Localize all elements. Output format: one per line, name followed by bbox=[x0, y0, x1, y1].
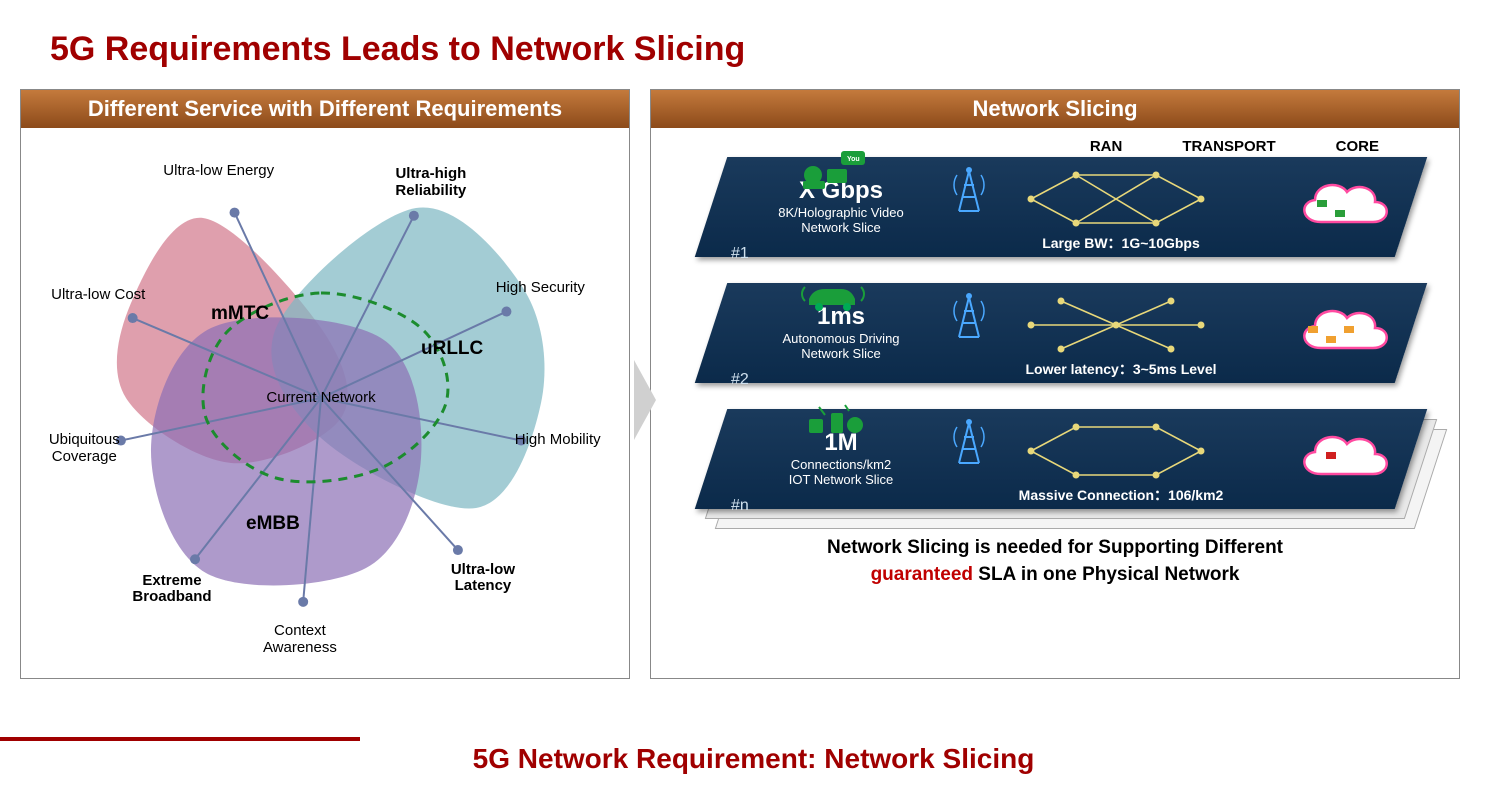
axis-label: Ultra-low Cost bbox=[38, 287, 158, 304]
slice-caption: Lower latency：3~5ms Level bbox=[951, 359, 1291, 379]
bottom-title: 5G Network Requirement: Network Slicing bbox=[0, 743, 1507, 775]
arrow-icon bbox=[634, 360, 656, 440]
axis-label: ContextAwareness bbox=[240, 623, 360, 656]
right-panel-header: Network Slicing bbox=[651, 90, 1459, 128]
col-ran: RAN bbox=[1090, 138, 1123, 155]
transport-topology-icon bbox=[1021, 167, 1211, 236]
axis-label: ExtremeBroadband bbox=[112, 573, 232, 606]
ran-tower-icon bbox=[951, 289, 987, 344]
core-cloud-icon bbox=[1291, 424, 1401, 494]
iot-apps-icon bbox=[801, 403, 871, 442]
car-apps-icon bbox=[801, 277, 871, 316]
col-core: CORE bbox=[1336, 138, 1379, 155]
panels-row: Different Service with Different Require… bbox=[0, 69, 1507, 679]
caption-line1: Network Slicing is needed for Supporting… bbox=[681, 535, 1429, 562]
video-apps-icon: You bbox=[801, 151, 871, 194]
axis-label: Ultra-highReliability bbox=[371, 166, 491, 199]
slice-id: #n bbox=[731, 497, 749, 515]
transport-topology-icon bbox=[1021, 419, 1211, 488]
page-title: 5G Requirements Leads to Network Slicing bbox=[0, 0, 1507, 69]
slice-caption: Large BW：1G~10Gbps bbox=[951, 233, 1291, 253]
left-panel-header: Different Service with Different Require… bbox=[21, 90, 629, 128]
left-panel: Different Service with Different Require… bbox=[20, 89, 630, 679]
network-slice: 1msAutonomous DrivingNetwork SliceLower … bbox=[681, 283, 1429, 391]
center-label: Current Network bbox=[256, 390, 386, 407]
slice-sub1: 8K/Holographic Video bbox=[731, 205, 951, 220]
caption-guaranteed: guaranteed bbox=[871, 564, 973, 585]
red-rule bbox=[0, 737, 360, 741]
slice-sub2: Network Slice bbox=[731, 346, 951, 361]
ran-tower-icon bbox=[951, 415, 987, 470]
column-headers: RAN TRANSPORT CORE bbox=[681, 138, 1429, 155]
core-cloud-icon bbox=[1291, 298, 1401, 368]
right-panel: Network Slicing RAN TRANSPORT CORE YouX … bbox=[650, 89, 1460, 679]
network-slice: 1MConnections/km2IOT Network SliceMassiv… bbox=[681, 409, 1429, 517]
blob-label: uRLLC bbox=[421, 338, 483, 360]
slice-id: #2 bbox=[731, 371, 749, 389]
radar-chart: Ultra-highReliability High Security High M… bbox=[21, 128, 629, 668]
network-slice: YouX Gbps8K/Holographic VideoNetwork Sli… bbox=[681, 157, 1429, 265]
caption-line2b: SLA in one Physical Network bbox=[973, 564, 1239, 585]
axis-label: Ultra-lowLatency bbox=[423, 562, 543, 595]
transport-topology-icon bbox=[1021, 293, 1211, 362]
slice-sub2: Network Slice bbox=[731, 220, 951, 235]
blob-label: mMTC bbox=[211, 303, 269, 325]
slice-sub1: Autonomous Driving bbox=[731, 331, 951, 346]
svg-text:You: You bbox=[847, 156, 860, 163]
blob-label: eMBB bbox=[246, 513, 300, 535]
right-panel-body: RAN TRANSPORT CORE YouX Gbps8K/Holograph… bbox=[651, 128, 1459, 668]
ran-tower-icon bbox=[951, 163, 987, 218]
col-transport: TRANSPORT bbox=[1182, 138, 1275, 155]
core-cloud-icon bbox=[1291, 172, 1401, 242]
right-caption: Network Slicing is needed for Supporting… bbox=[681, 535, 1429, 588]
slice-id: #1 bbox=[731, 245, 749, 263]
slice-sub2: IOT Network Slice bbox=[731, 472, 951, 487]
slice-sub1: Connections/km2 bbox=[731, 457, 951, 472]
slice-caption: Massive Connection：106/km2 bbox=[951, 485, 1291, 505]
axis-label: High Mobility bbox=[498, 432, 618, 449]
axis-label: Ultra-low Energy bbox=[159, 163, 279, 180]
axis-label: High Security bbox=[480, 280, 600, 297]
axis-label: UbiquitousCoverage bbox=[24, 432, 144, 465]
